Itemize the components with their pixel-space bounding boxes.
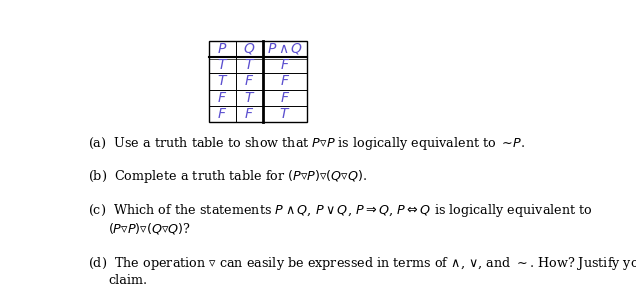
- Text: (a)  Use a truth table to show that $P\triangledown P$ is logically equivalent t: (a) Use a truth table to show that $P\tr…: [88, 135, 526, 152]
- Text: $F$: $F$: [280, 74, 290, 88]
- Text: $F$: $F$: [280, 58, 290, 72]
- Text: $F$: $F$: [217, 107, 227, 121]
- Text: $T$: $T$: [279, 107, 291, 121]
- Text: $T$: $T$: [244, 91, 255, 105]
- Text: $Q$: $Q$: [243, 41, 256, 56]
- Bar: [209, 40, 307, 122]
- Text: $F$: $F$: [280, 91, 290, 105]
- Text: $P$: $P$: [217, 42, 227, 56]
- Text: $T$: $T$: [244, 58, 255, 72]
- Text: $P \wedge Q$: $P \wedge Q$: [267, 41, 303, 56]
- Text: (b)  Complete a truth table for $(P\triangledown P)\triangledown(Q\triangledown : (b) Complete a truth table for $(P\trian…: [88, 168, 368, 185]
- Text: $(P\triangledown P)\triangledown(Q\triangledown Q)$?: $(P\triangledown P)\triangledown(Q\trian…: [108, 221, 191, 236]
- Text: $F$: $F$: [217, 91, 227, 105]
- Text: (d)  The operation $\triangledown$ can easily be expressed in terms of $\wedge$,: (d) The operation $\triangledown$ can ea…: [88, 255, 636, 272]
- Text: claim.: claim.: [108, 274, 147, 287]
- Text: $F$: $F$: [244, 74, 254, 88]
- Text: $F$: $F$: [244, 107, 254, 121]
- Text: $T$: $T$: [216, 74, 228, 88]
- Text: $T$: $T$: [216, 58, 228, 72]
- Text: (c)  Which of the statements $P \wedge Q$, $P \vee Q$, $P \Rightarrow Q$, $P \Le: (c) Which of the statements $P \wedge Q$…: [88, 202, 593, 219]
